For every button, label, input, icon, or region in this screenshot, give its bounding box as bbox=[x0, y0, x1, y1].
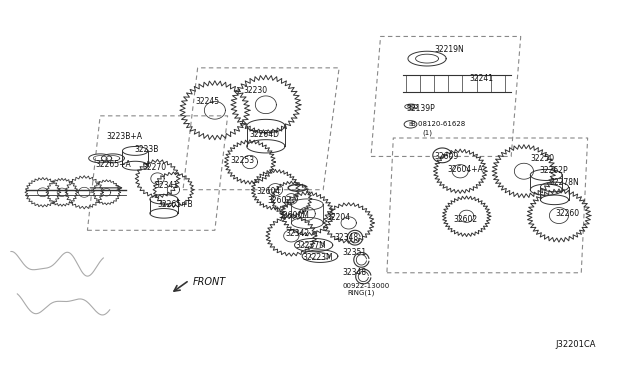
Text: B: B bbox=[408, 122, 413, 127]
Text: 32262P: 32262P bbox=[540, 166, 568, 174]
Text: 32341: 32341 bbox=[154, 182, 179, 190]
Text: 32348: 32348 bbox=[342, 268, 367, 277]
Text: 3223B: 3223B bbox=[134, 145, 158, 154]
Text: 32604: 32604 bbox=[256, 187, 280, 196]
Text: 00922-13000: 00922-13000 bbox=[342, 283, 390, 289]
Text: 32245: 32245 bbox=[196, 97, 220, 106]
Text: 32253: 32253 bbox=[231, 155, 255, 165]
Text: 32264D: 32264D bbox=[250, 130, 280, 139]
Text: 32270: 32270 bbox=[143, 163, 167, 172]
Text: (1): (1) bbox=[422, 129, 432, 136]
Text: 32219N: 32219N bbox=[435, 45, 465, 54]
Text: 32351: 32351 bbox=[342, 248, 367, 257]
Text: 32260: 32260 bbox=[556, 209, 580, 218]
Text: 32241: 32241 bbox=[470, 74, 493, 83]
Text: RING(1): RING(1) bbox=[348, 290, 375, 296]
Text: 32609: 32609 bbox=[435, 152, 459, 161]
Text: 3223B+A: 3223B+A bbox=[106, 132, 143, 141]
Text: 32250: 32250 bbox=[531, 154, 554, 163]
Text: B 08120-61628: B 08120-61628 bbox=[411, 121, 465, 127]
Text: 32204: 32204 bbox=[326, 213, 351, 222]
Text: 32348: 32348 bbox=[334, 233, 358, 242]
Text: J32201CA: J32201CA bbox=[556, 340, 596, 349]
Text: 32265+A: 32265+A bbox=[96, 160, 131, 169]
Text: 32237M: 32237M bbox=[296, 241, 326, 250]
Text: FRONT: FRONT bbox=[193, 277, 226, 287]
Text: 32223M: 32223M bbox=[302, 253, 333, 263]
Text: 32265+B: 32265+B bbox=[157, 200, 193, 209]
Text: 32604+A: 32604+A bbox=[447, 165, 483, 174]
Text: 32230: 32230 bbox=[244, 86, 268, 94]
Text: 32139P: 32139P bbox=[406, 104, 435, 113]
Text: 32600M: 32600M bbox=[278, 211, 310, 220]
Text: 32342: 32342 bbox=[285, 230, 309, 238]
Text: 32278N: 32278N bbox=[549, 178, 579, 187]
Text: 32602: 32602 bbox=[268, 196, 292, 205]
Text: 32602: 32602 bbox=[454, 215, 478, 224]
